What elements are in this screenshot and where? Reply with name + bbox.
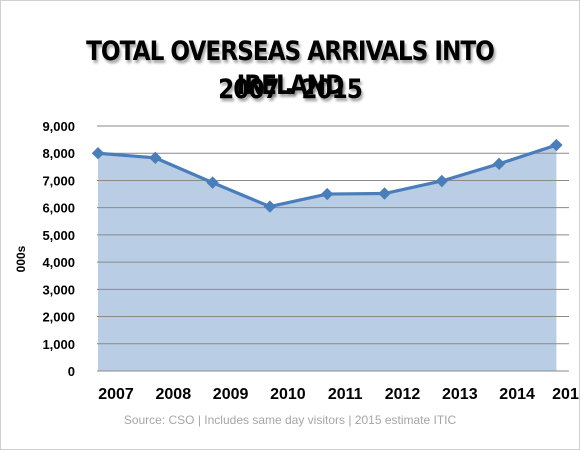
- y-axis-label: 000s: [14, 245, 28, 272]
- x-tick-label: 2008: [156, 386, 192, 403]
- y-tick-label: 9,000: [42, 119, 75, 134]
- x-tick-label: 2012: [385, 386, 421, 403]
- y-tick-label: 6,000: [42, 201, 75, 216]
- data-point: [378, 187, 391, 200]
- y-tick-label: 5,000: [42, 228, 75, 243]
- y-tick-label: 0: [68, 364, 75, 379]
- y-tick-label: 8,000: [42, 146, 75, 161]
- x-tick-label: 2011: [328, 386, 363, 403]
- data-point: [492, 157, 506, 171]
- y-tick-label: 7,000: [42, 173, 75, 188]
- chart-title-line-1: TOTAL OVERSEAS ARRIVALS INTO IRELAND: [86, 36, 495, 101]
- y-tick-label: 2,000: [42, 310, 75, 325]
- x-tick-label: 2014: [499, 386, 535, 403]
- x-tick-label: 2010: [270, 386, 306, 403]
- data-point: [91, 147, 105, 160]
- data-point: [263, 200, 277, 213]
- x-tick-label: 2013: [442, 386, 478, 403]
- data-point: [320, 187, 334, 201]
- data-point: [550, 138, 563, 152]
- x-tick-label: 2009: [213, 386, 249, 403]
- y-tick-label: 3,000: [42, 282, 75, 297]
- data-point: [435, 174, 449, 188]
- data-point: [149, 151, 162, 165]
- y-tick-label: 4,000: [42, 255, 75, 270]
- source-note: Source: CSO | Includes same day visitors…: [123, 413, 457, 427]
- area-fill: [98, 145, 557, 371]
- y-tick-label: 1,000: [42, 337, 75, 352]
- chart-title-line-2: 2007 - 2015: [218, 74, 363, 105]
- x-tick-label: 2007: [98, 386, 134, 403]
- data-point: [206, 176, 219, 189]
